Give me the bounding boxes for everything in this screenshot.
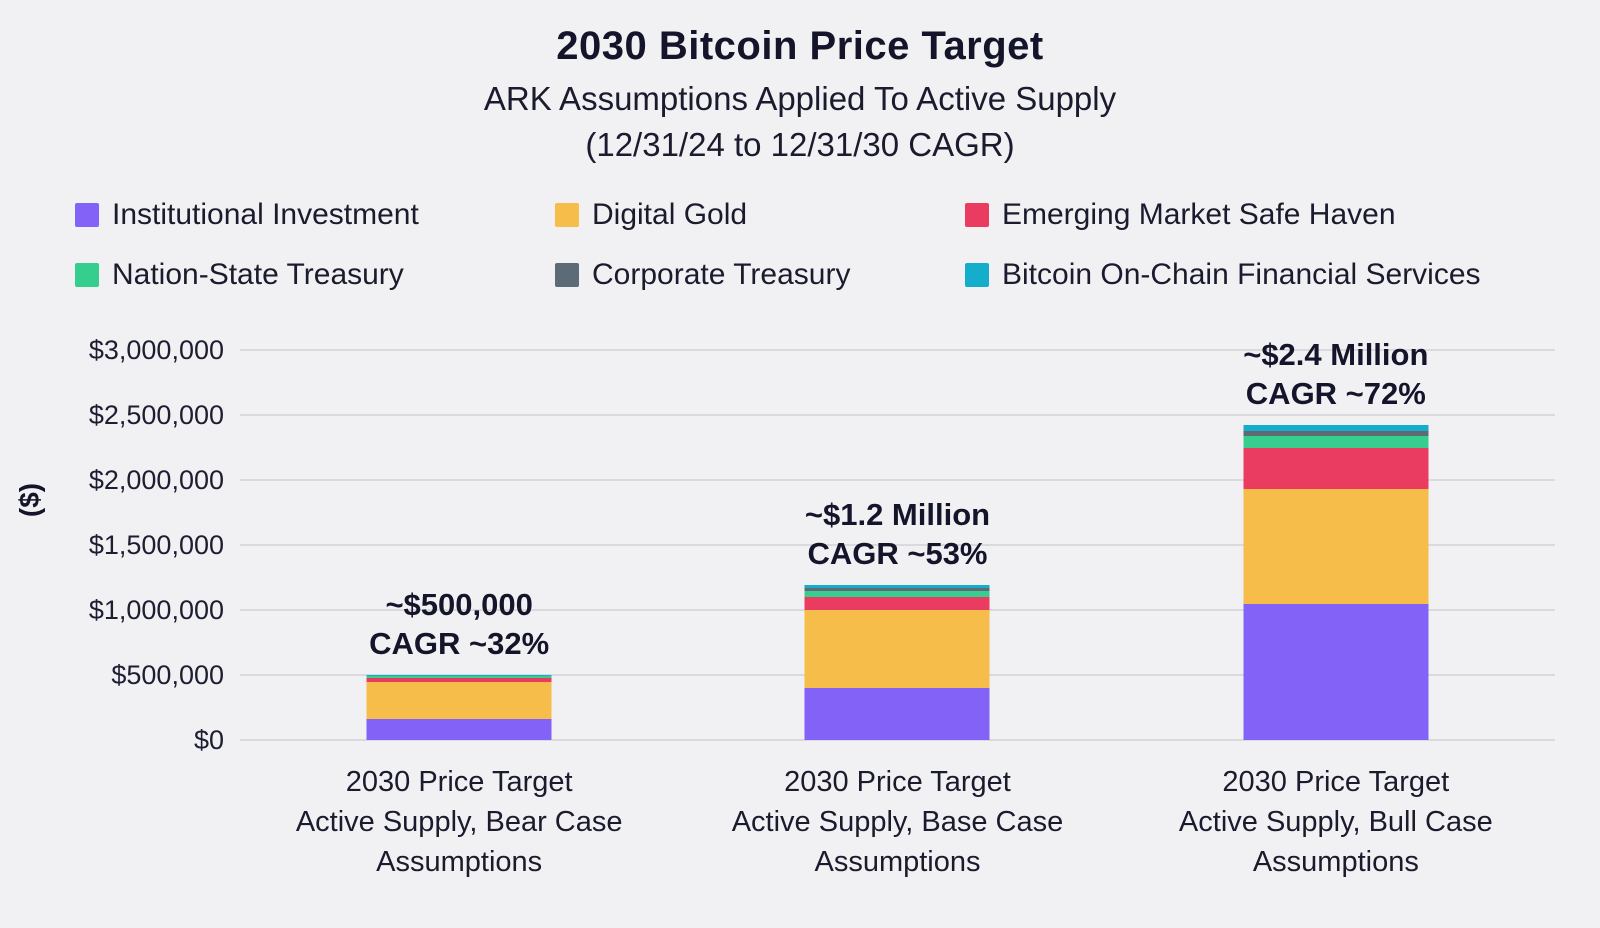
legend-label: Corporate Treasury [592,258,851,291]
bar-segment-institutional-investment[interactable] [804,688,990,740]
bar-segment-digital-gold[interactable] [366,682,552,719]
bar-segment-digital-gold[interactable] [804,610,990,688]
legend-swatch-nation-state-treasury [75,263,99,287]
annotation-cagr: CAGR ~53% [807,536,988,572]
y-tick-label: $1,000,000 [88,595,224,625]
plot-area: $0 $500,000 $1,000,000 $1,500,000 $2,000,000… [89,335,1555,755]
bar-segment-institutional-investment[interactable] [366,718,552,740]
chart-title: 2030 Bitcoin Price Target [556,24,1044,68]
bar-segment-nation-state-treasury[interactable] [804,590,990,597]
bar-segment-emerging-market-safe-haven[interactable] [366,677,552,683]
bar-annotation-1: ~$500,000 CAGR ~32% [369,585,549,663]
y-tick-label: $2,500,000 [88,400,224,430]
bar-column-1: ~$500,000 CAGR ~32% [240,350,678,740]
legend-item-nation-state-treasury: Nation-State Treasury [75,258,555,292]
legend-item-bitcoin-on-chain-financial-services: Bitcoin On-Chain Financial Services [965,258,1481,292]
annotation-price-target: ~$1.2 Million [804,497,991,533]
chart-subtitle-cagr-range: (12/31/24 to 12/31/30 CAGR) [585,126,1015,163]
bar-segment-nation-state-treasury[interactable] [366,676,552,678]
annotation-price-target: ~$500,000 [385,587,533,622]
annotation-cagr: CAGR ~72% [1245,376,1426,412]
y-tick-label: $2,000,000 [88,465,224,495]
chart-legend: Institutional Investment Digital Gold Emer… [75,198,1481,292]
legend-item-digital-gold: Digital Gold [555,198,965,232]
bar-segment-corporate-treasury[interactable] [804,587,990,591]
y-axis-title: ($) [14,482,45,518]
bar-annotation-2: ~$1.2 Million CAGR ~53% [805,495,990,573]
chart-subtitle: ARK Assumptions Applied To Active Supply [483,80,1117,117]
x-axis-label-2: 2030 Price Target Active Supply, Base Ca… [731,766,1064,878]
gridline [240,544,1555,546]
legend-label: Digital Gold [592,198,748,231]
bar-segment-digital-gold[interactable] [1243,489,1429,604]
bar-column-2: ~$1.2 Million CAGR ~53% [678,350,1116,740]
legend-label: Nation-State Treasury [112,258,404,291]
legend-swatch-institutional-investment [75,203,99,227]
y-tick-label: $1,500,000 [88,530,224,560]
bar-segment-corporate-treasury[interactable] [1243,430,1429,437]
bar-segment-institutional-investment[interactable] [1243,603,1429,740]
stacked-bar-2[interactable] [804,585,990,740]
legend-swatch-bitcoin-on-chain-financial-services [965,263,989,287]
legend-swatch-corporate-treasury [555,263,579,287]
bar-segment-bitcoin-on-chain-financial-services[interactable] [366,675,552,676]
bar-segment-emerging-market-safe-haven[interactable] [804,597,990,610]
legend-swatch-emerging-market-safe-haven [965,203,989,227]
y-tick-label: $3,000,000 [88,335,224,365]
legend-label: Bitcoin On-Chain Financial Services [1002,258,1481,291]
x-axis-label-1: 2030 Price Target Active Supply, Bear Ca… [295,766,623,878]
gridline [240,349,1555,351]
legend-swatch-digital-gold [555,203,579,227]
x-axis-labels: 2030 Price Target Active Supply, Bear Ca… [240,762,1555,882]
y-tick-label: $500,000 [111,660,224,690]
gridline [240,739,1555,741]
bar-annotation-3: ~$2.4 Million CAGR ~72% [1243,335,1428,413]
bar-segment-nation-state-treasury[interactable] [1243,436,1429,448]
bar-segment-corporate-treasury[interactable] [366,675,552,677]
stacked-bar-3[interactable] [1243,425,1429,740]
y-tick-label: $0 [193,725,224,755]
bar-segment-emerging-market-safe-haven[interactable] [1243,447,1429,490]
legend-label: Emerging Market Safe Haven [1002,198,1396,231]
bar-column-3: ~$2.4 Million CAGR ~72% [1117,337,1555,740]
gridline [240,414,1555,416]
bar-segment-bitcoin-on-chain-financial-services[interactable] [804,585,990,588]
annotation-cagr: CAGR ~32% [369,626,550,661]
legend-item-emerging-market-safe-haven: Emerging Market Safe Haven [965,198,1481,232]
legend-item-institutional-investment: Institutional Investment [75,198,555,232]
x-axis-label-3: 2030 Price Target Active Supply, Bull Ca… [1178,766,1493,878]
annotation-price-target: ~$2.4 Million [1243,337,1429,373]
gridline [240,479,1555,481]
legend-label: Institutional Investment [112,198,419,231]
legend-item-corporate-treasury: Corporate Treasury [555,258,965,292]
bar-segment-bitcoin-on-chain-financial-services[interactable] [1243,425,1429,431]
stacked-bar-1[interactable] [366,675,552,740]
